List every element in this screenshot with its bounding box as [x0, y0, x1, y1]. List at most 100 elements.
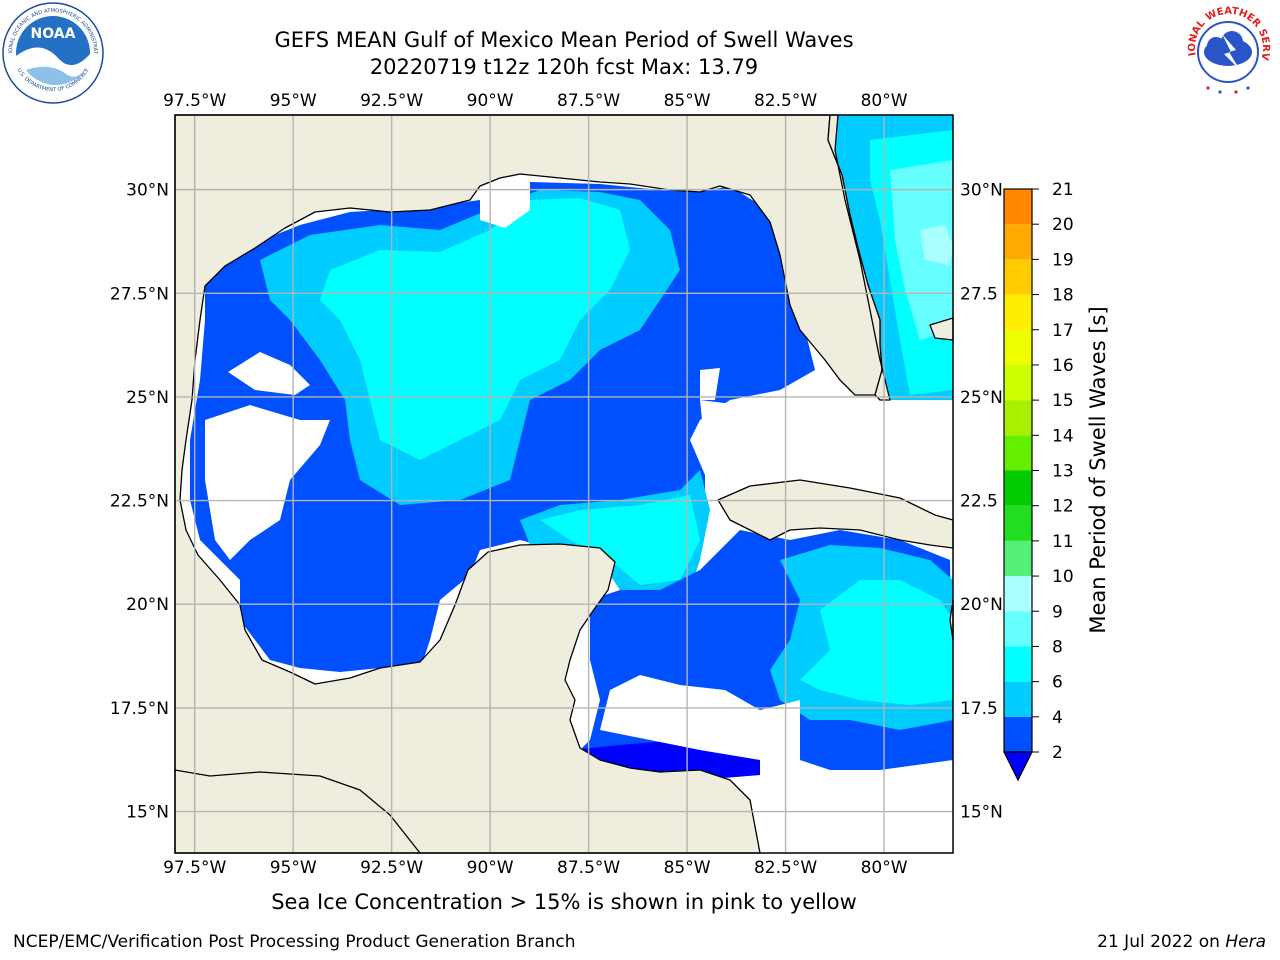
- colorbar-segment: [1004, 681, 1032, 717]
- y-tick-label-right: 15°N: [960, 803, 1003, 823]
- land-cuba: [717, 479, 954, 549]
- colorbar-tick-label: 13: [1052, 462, 1074, 482]
- field-6-8-central-gulf: [320, 198, 630, 460]
- x-tick-label-bottom: 90°W: [467, 858, 514, 878]
- footer-date: 21 Jul 2022 on Hera: [1097, 932, 1266, 952]
- colorbar-tick-label: 19: [1052, 250, 1074, 270]
- land-north-america: [174, 114, 883, 854]
- chart-title: GEFS MEAN Gulf of Mexico Mean Period of …: [274, 28, 854, 52]
- y-axis-left-labels: 30°N 27.5°N 25°N 22.5°N 20°N 17.5°N 15°N: [110, 181, 169, 823]
- colorbar: [1003, 188, 1039, 782]
- y-tick-label-left: 27.5°N: [110, 284, 169, 304]
- colorbar-segment: [1004, 646, 1032, 682]
- map-frame: [174, 114, 954, 854]
- colorbar-segment: [1004, 364, 1032, 401]
- colorbar-tick-labels: 2 4 6 8 9 10 11 12 13 14 15 16 17 18 19 20 21: [1052, 180, 1074, 763]
- x-axis-bottom-labels: 97.5°W 95°W 92.5°W 90°W 87.5°W 85°W 82.5°W 80°W: [163, 858, 908, 878]
- x-tick-label-bottom: 85°W: [664, 858, 711, 878]
- colorbar-tick-label: 16: [1052, 356, 1074, 376]
- field-6-8-yucatan: [540, 495, 700, 585]
- colorbar-segment: [1004, 611, 1032, 647]
- svg-text:NOAA: NOAA: [31, 26, 76, 42]
- x-tick-label-top: 85°W: [664, 91, 711, 111]
- colorbar-segment: [1004, 716, 1032, 752]
- colorbar-tick-label: 10: [1052, 567, 1074, 587]
- y-tick-label-right: 30°N: [960, 181, 1003, 201]
- sea-ice-note: Sea Ice Concentration > 15% is shown in …: [271, 890, 857, 914]
- y-tick-label-left: 30°N: [126, 181, 169, 201]
- colorbar-tick-label: 9: [1052, 602, 1063, 622]
- colorbar-segment: [1004, 576, 1032, 612]
- y-tick-label-right: 20°N: [960, 595, 1003, 615]
- grid-lines: [175, 115, 953, 853]
- field-9-10-atlantic: [920, 225, 953, 265]
- x-axis-top-labels: 97.5°W 95°W 92.5°W 90°W 87.5°W 85°W 82.5°W 80°W: [163, 91, 908, 111]
- field-8-9-atlantic: [890, 160, 953, 340]
- x-tick-label-bottom: 80°W: [861, 858, 908, 878]
- footer-credit: NCEP/EMC/Verification Post Processing Pr…: [13, 932, 576, 952]
- y-axis-right-labels: 30°N 27.5 25°N 22.5 20°N 17.5 15°N: [960, 181, 1003, 823]
- nws-logo: NATIONAL WEATHER SERVICE: [1172, 0, 1280, 104]
- colorbar-tick-label: 14: [1052, 426, 1074, 446]
- y-tick-label-left: 25°N: [126, 388, 169, 408]
- noaa-logo: NOAA NATIONAL OCEANIC AND ATMOSPHERIC AD…: [0, 0, 106, 106]
- colorbar-segment: [1004, 400, 1032, 436]
- y-tick-label-right: 27.5: [960, 284, 998, 304]
- y-tick-label-left: 17.5°N: [110, 699, 169, 719]
- colorbar-tick-label: 15: [1052, 391, 1074, 411]
- colorbar-tick-label: 6: [1052, 673, 1063, 693]
- y-tick-label-right: 22.5: [960, 492, 998, 512]
- field-gap-honduras: [600, 675, 800, 760]
- chart-subtitle: 20220719 t12z 120h fcst Max: 13.79: [369, 55, 759, 79]
- y-tick-label-left: 22.5°N: [110, 492, 169, 512]
- colorbar-segment: [1004, 224, 1032, 260]
- colorbar-segment: [1004, 189, 1032, 225]
- x-tick-label-bottom: 87.5°W: [557, 858, 620, 878]
- colorbar-tick-label: 17: [1052, 321, 1074, 341]
- map-field-layer: [174, 114, 954, 854]
- field-gap-keys: [700, 368, 720, 400]
- colorbar-tick-label: 2: [1052, 743, 1063, 763]
- colorbar-segment: [1004, 505, 1032, 541]
- colorbar-segment: [1004, 435, 1032, 471]
- colorbar-segment: [1004, 329, 1032, 365]
- footer-host: Hera: [1225, 932, 1266, 952]
- x-tick-label-top: 80°W: [861, 91, 908, 111]
- field-gap-west: [205, 405, 330, 560]
- footer-date-text: 21 Jul 2022 on: [1097, 932, 1226, 952]
- colorbar-tick-label: 20: [1052, 215, 1074, 235]
- swell-period-field: [175, 115, 953, 853]
- x-tick-label-top: 90°W: [467, 91, 514, 111]
- x-tick-label-bottom: 82.5°W: [754, 858, 817, 878]
- x-tick-label-top: 82.5°W: [754, 91, 817, 111]
- x-tick-label-top: 95°W: [270, 91, 317, 111]
- y-tick-label-right: 17.5: [960, 699, 998, 719]
- x-tick-label-bottom: 97.5°W: [163, 858, 226, 878]
- colorbar-tick-label: 8: [1052, 637, 1063, 657]
- land-florida: [827, 114, 891, 401]
- x-tick-label-bottom: 95°W: [270, 858, 317, 878]
- colorbar-tick-label: 11: [1052, 532, 1074, 552]
- colorbar-segment: [1004, 294, 1032, 330]
- colorbar-tick-label: 21: [1052, 180, 1074, 200]
- land-areas: [174, 114, 954, 854]
- y-tick-label-left: 20°N: [126, 595, 169, 615]
- y-tick-label-left: 15°N: [126, 803, 169, 823]
- colorbar-tick-label: 4: [1052, 708, 1063, 728]
- colorbar-under-arrow: [1003, 751, 1033, 782]
- colorbar-label: Mean Period of Swell Waves [s]: [1086, 306, 1110, 633]
- colorbar-tick-label: 18: [1052, 286, 1074, 306]
- y-tick-label-right: 25°N: [960, 388, 1003, 408]
- x-tick-label-bottom: 92.5°W: [360, 858, 423, 878]
- colorbar-segment: [1004, 540, 1032, 577]
- x-tick-label-top: 97.5°W: [163, 91, 226, 111]
- field-gap-east: [700, 400, 953, 500]
- colorbar-tick-label: 12: [1052, 497, 1074, 517]
- x-tick-label-top: 92.5°W: [360, 91, 423, 111]
- x-tick-label-top: 87.5°W: [557, 91, 620, 111]
- field-6-8-caribbean: [800, 580, 953, 705]
- field-gap-nw: [228, 352, 310, 395]
- colorbar-segment: [1004, 470, 1032, 506]
- colorbar-segment: [1004, 259, 1032, 295]
